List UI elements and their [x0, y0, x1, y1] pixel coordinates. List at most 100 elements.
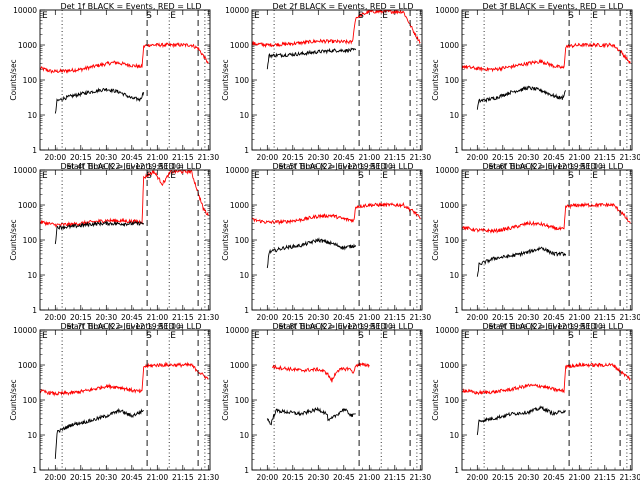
chart-panel-6: Det 6f BLACK = Events, RED = LLD 1 10 100 10…: [431, 162, 640, 331]
marker-label: S: [146, 331, 152, 341]
marker-label: S: [358, 11, 364, 21]
x-tick-label: 20:00: [256, 473, 278, 480]
x-tick-label: 21:00: [146, 313, 168, 322]
series-group: [462, 201, 631, 277]
x-tick-label: 21:00: [358, 313, 380, 322]
plot-frame: [461, 329, 633, 471]
y-tick-label: 1000: [230, 361, 249, 370]
y-tick-label: 1: [32, 306, 37, 315]
lld-series-line: [462, 361, 631, 396]
x-tick-label: 20:45: [543, 313, 565, 322]
marker-label: E: [382, 171, 388, 181]
plot-frame: [461, 9, 633, 151]
x-tick-label: 21:15: [172, 153, 194, 162]
lld-series-line: [462, 201, 631, 234]
marker-label: E: [254, 331, 260, 341]
y-tick-label: 1: [244, 466, 249, 475]
x-axis-label: Start Time (22-Jul-12 19:51:00): [66, 322, 183, 331]
y-tick-label: 10000: [225, 166, 249, 175]
x-tick-label: 20:30: [307, 473, 329, 480]
chart-panel-5: Det 5f BLACK = Events, RED = LLD 1 10 100 10…: [221, 162, 431, 331]
y-tick-label: 10: [239, 271, 249, 280]
x-tick-label: 21:15: [384, 153, 406, 162]
x-tick-label: 20:00: [44, 313, 66, 322]
events-series-line: [54, 220, 145, 245]
chart-title: Det 7f BLACK = Events, RED = LLD: [60, 322, 201, 331]
series-group: [40, 361, 209, 459]
x-tick-label: 21:15: [384, 313, 406, 322]
marker-label: S: [568, 171, 574, 181]
y-tick-label: 1: [32, 146, 37, 155]
y-tick-label: 1000: [18, 41, 37, 50]
chart-title: Det 4f BLACK = Events, RED = LLD: [60, 162, 201, 171]
x-tick-label: 21:15: [594, 153, 616, 162]
y-tick-label: 1: [244, 306, 249, 315]
marker-label: E: [592, 11, 598, 21]
series-group: [266, 362, 370, 426]
events-series-line: [266, 237, 357, 269]
marker-label: E: [42, 171, 48, 181]
lld-series-line: [40, 361, 209, 397]
marker-label: S: [146, 171, 152, 181]
chart-panel-8: Det 8f BLACK = Events, RED = LLD 1 10 100 10…: [221, 322, 431, 480]
x-tick-label: 20:00: [44, 473, 66, 480]
y-tick-label: 10: [27, 271, 37, 280]
plot-frame: [251, 169, 423, 311]
marker-label: E: [382, 11, 388, 21]
x-tick-label: 20:30: [307, 153, 329, 162]
x-tick-label: 21:30: [409, 313, 431, 322]
plot-frame: [251, 329, 423, 471]
y-tick-label: 10: [239, 431, 249, 440]
x-tick-label: 20:45: [121, 313, 143, 322]
x-tick-label: 20:00: [466, 473, 488, 480]
chart-panel-3: Det 3f BLACK = Events, RED = LLD 1 10 100 10…: [431, 2, 640, 171]
x-tick-label: 20:30: [517, 313, 539, 322]
lld-series-line: [40, 170, 209, 228]
chart-panel-7: Det 7f BLACK = Events, RED = LLD 1 10 100 10…: [9, 322, 219, 480]
marker-label: E: [170, 11, 176, 21]
marker-label: E: [42, 331, 48, 341]
y-axis-label: Counts/sec: [221, 219, 230, 260]
x-tick-label: 20:45: [333, 473, 355, 480]
y-tick-label: 100: [23, 236, 38, 245]
plot-frame: [39, 169, 211, 311]
marker-label: E: [464, 171, 470, 181]
y-axis-label: Counts/sec: [221, 379, 230, 420]
plot-frame: [251, 9, 423, 151]
series-group: [40, 42, 209, 114]
x-tick-label: 20:15: [70, 153, 92, 162]
lld-series-line: [252, 201, 421, 226]
chart-title: Det 8f BLACK = Events, RED = LLD: [272, 322, 413, 331]
events-series-line: [266, 406, 356, 426]
y-tick-label: 10: [449, 431, 459, 440]
y-tick-label: 10000: [13, 166, 37, 175]
marker-label: S: [568, 11, 574, 21]
x-axis-label: Start Time (22-Jul-12 19:51:00): [488, 322, 605, 331]
chart-panel-1: Det 1f BLACK = Events, RED = LLD 1 10 100 10…: [9, 2, 219, 171]
x-tick-label: 20:00: [256, 153, 278, 162]
x-tick-label: 21:15: [594, 473, 616, 480]
y-tick-label: 10000: [435, 166, 459, 175]
x-tick-label: 20:45: [121, 153, 143, 162]
marker-label: E: [254, 171, 260, 181]
y-tick-label: 1: [454, 146, 459, 155]
x-tick-label: 20:45: [121, 473, 143, 480]
x-tick-label: 21:30: [197, 313, 219, 322]
y-tick-label: 10000: [13, 6, 37, 15]
plot-frame: [461, 169, 633, 311]
x-tick-label: 20:15: [282, 153, 304, 162]
y-tick-label: 1000: [230, 201, 249, 210]
x-tick-label: 21:15: [172, 473, 194, 480]
marker-label: E: [42, 11, 48, 21]
y-tick-label: 10: [27, 431, 37, 440]
events-series-line: [476, 405, 567, 436]
marker-label: S: [358, 331, 364, 341]
y-tick-label: 1000: [18, 361, 37, 370]
y-tick-label: 1000: [440, 41, 459, 50]
y-tick-label: 10000: [435, 6, 459, 15]
events-series-line: [54, 407, 144, 459]
events-series-line: [266, 47, 357, 70]
x-tick-label: 21:30: [619, 313, 640, 322]
x-tick-label: 20:30: [517, 473, 539, 480]
marker-label: S: [358, 171, 364, 181]
